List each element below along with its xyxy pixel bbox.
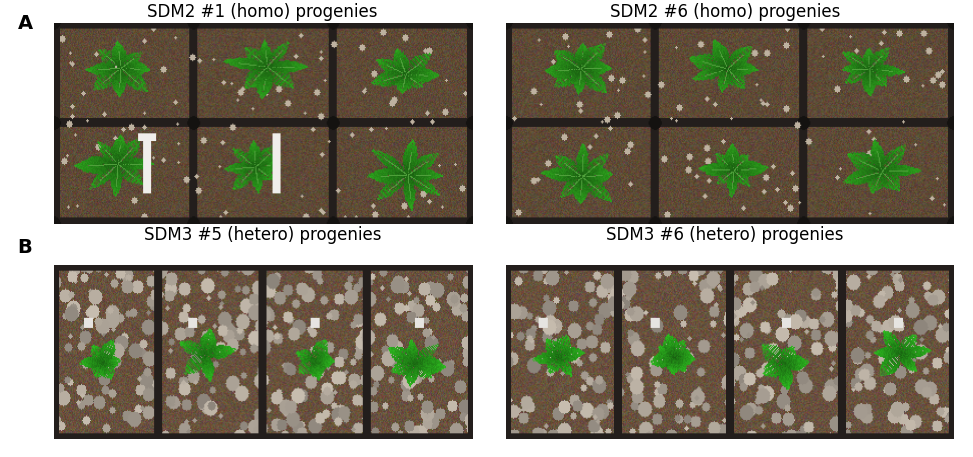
Text: SDM3 #5 (hetero) progenies: SDM3 #5 (hetero) progenies xyxy=(144,227,381,244)
Text: SDM2 #1 (homo) progenies: SDM2 #1 (homo) progenies xyxy=(148,3,378,21)
Text: SDM3 #6 (hetero) progenies: SDM3 #6 (hetero) progenies xyxy=(606,227,844,244)
Text: B: B xyxy=(18,238,32,257)
Text: A: A xyxy=(18,14,33,33)
Text: SDM2 #6 (homo) progenies: SDM2 #6 (homo) progenies xyxy=(610,3,840,21)
